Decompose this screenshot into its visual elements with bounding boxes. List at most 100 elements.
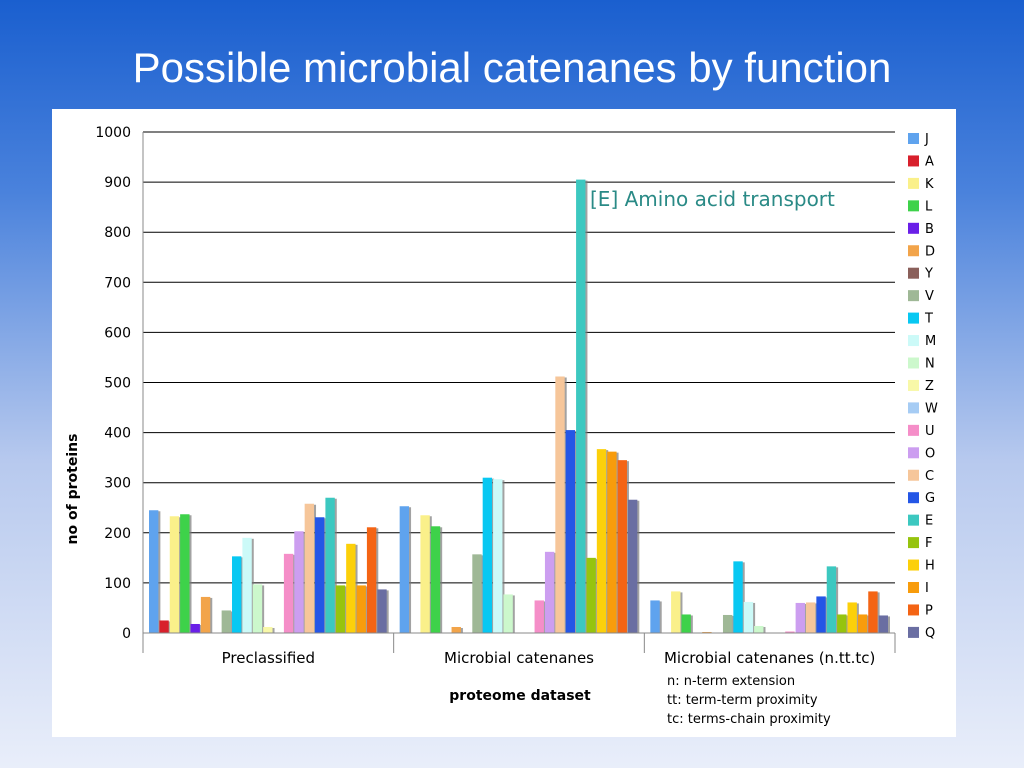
bar-U-2 xyxy=(785,631,795,633)
legend-label-U: U xyxy=(925,424,935,439)
bar-C-1 xyxy=(555,376,565,633)
legend-label-O: O xyxy=(925,446,935,461)
bar-O-1 xyxy=(544,551,555,633)
legend-label-V: V xyxy=(925,289,934,304)
bar-Z-0 xyxy=(263,626,273,633)
bar-C-0 xyxy=(304,503,315,633)
legend-label-Y: Y xyxy=(924,267,933,282)
bar-V-2 xyxy=(722,614,733,633)
bar-I-1 xyxy=(607,451,617,633)
legend-swatch-N xyxy=(908,357,919,369)
y-axis-title: no of proteins xyxy=(65,434,81,545)
bar-T-2 xyxy=(733,561,743,633)
bar-Q-1 xyxy=(627,499,638,633)
x-axis-title: proteome dataset xyxy=(449,688,591,704)
legend-swatch-A xyxy=(908,155,919,167)
legend-swatch-W xyxy=(908,402,919,414)
legend-swatch-Z xyxy=(908,379,919,391)
bar-chart: 0 100 200 300 400 500 600 700 800 900 1000 Preclass… xyxy=(65,125,938,727)
bar-N-2 xyxy=(754,625,764,633)
bar-O-0 xyxy=(294,531,304,633)
bar-I-2 xyxy=(857,614,868,633)
bar-D-1 xyxy=(451,626,461,633)
legend-label-E: E xyxy=(925,514,933,529)
legend-label-G: G xyxy=(925,491,935,506)
legend-label-C: C xyxy=(925,469,934,484)
bar-L-1 xyxy=(430,526,441,633)
legend-swatch-E xyxy=(908,514,919,526)
bar-N-1 xyxy=(503,594,513,633)
bar-T-1 xyxy=(482,477,493,633)
bar-Q-0 xyxy=(377,589,387,633)
bar-G-2 xyxy=(816,596,826,633)
x-category-label: Preclassified xyxy=(222,649,315,667)
legend-swatch-Q xyxy=(908,626,919,638)
bars xyxy=(149,179,890,634)
bar-U-1 xyxy=(534,600,544,633)
legend-swatch-P xyxy=(908,604,919,616)
bar-A-0 xyxy=(159,620,169,633)
bar-E-1 xyxy=(576,179,586,633)
bar-K-0 xyxy=(169,516,180,633)
bar-U-0 xyxy=(283,553,294,633)
bar-M-2 xyxy=(743,601,754,633)
legend-swatch-C xyxy=(908,469,919,481)
legend-swatch-D xyxy=(908,245,919,257)
y-tick-label: 700 xyxy=(104,275,131,291)
bar-I-0 xyxy=(356,585,366,633)
slide-title: Possible microbial catenanes by function xyxy=(132,44,892,91)
bar-L-2 xyxy=(681,614,691,633)
y-tick-label: 500 xyxy=(104,376,131,392)
legend-swatch-G xyxy=(908,492,919,504)
bar-J-0 xyxy=(149,510,159,633)
x-category-label: Microbial catenanes (n.tt.tc) xyxy=(664,649,875,667)
bar-J-2 xyxy=(650,600,660,633)
bar-P-2 xyxy=(868,591,878,633)
legend-label-D: D xyxy=(925,244,935,259)
legend-swatch-L xyxy=(908,200,919,212)
y-tick-label: 600 xyxy=(104,325,131,341)
y-tick-label: 800 xyxy=(104,225,131,241)
annotation-amino-acid-transport: [E] Amino acid transport xyxy=(590,187,835,211)
bar-H-0 xyxy=(346,543,356,633)
bar-H-2 xyxy=(847,602,857,633)
bar-E-0 xyxy=(325,497,335,633)
legend-label-W: W xyxy=(925,401,938,416)
y-tick-label: 900 xyxy=(104,175,131,191)
bar-D-0 xyxy=(200,596,211,633)
bar-M-1 xyxy=(493,479,503,633)
legend-swatch-U xyxy=(908,424,919,436)
axes: 0 100 200 300 400 500 600 700 800 900 1000 Preclass… xyxy=(95,125,896,667)
bar-L-0 xyxy=(180,514,190,633)
y-tick-label: 100 xyxy=(104,576,131,592)
legend-swatch-M xyxy=(908,335,919,347)
bar-F-2 xyxy=(837,614,847,633)
legend-swatch-H xyxy=(908,559,919,571)
bar-E-2 xyxy=(826,566,837,633)
bar-B-0 xyxy=(190,623,200,633)
legend-label-H: H xyxy=(925,559,935,574)
bar-O-2 xyxy=(795,602,805,633)
bar-J-1 xyxy=(399,506,410,633)
legend-label-M: M xyxy=(925,334,936,349)
note-terms-chain: tc: terms-chain proximity xyxy=(667,712,831,727)
bar-V-1 xyxy=(472,554,482,633)
bar-D-2 xyxy=(702,631,712,633)
bar-G-1 xyxy=(565,430,576,633)
y-tick-label: 200 xyxy=(104,526,131,542)
note-term-term: tt: term-term proximity xyxy=(667,693,818,708)
gridlines xyxy=(143,131,895,634)
bar-M-0 xyxy=(242,537,252,633)
legend-label-L: L xyxy=(925,199,933,214)
legend-label-Q: Q xyxy=(925,626,935,641)
legend-label-J: J xyxy=(924,132,929,147)
y-tick-label: 1000 xyxy=(95,125,131,141)
legend-swatch-B xyxy=(908,222,919,234)
legend-swatch-O xyxy=(908,447,919,459)
x-category-label: Microbial catenanes xyxy=(444,649,594,667)
bar-Q-2 xyxy=(878,615,888,633)
legend-label-I: I xyxy=(925,581,929,596)
bar-C-2 xyxy=(805,602,816,633)
legend-label-T: T xyxy=(924,312,933,327)
legend-label-B: B xyxy=(925,222,934,237)
